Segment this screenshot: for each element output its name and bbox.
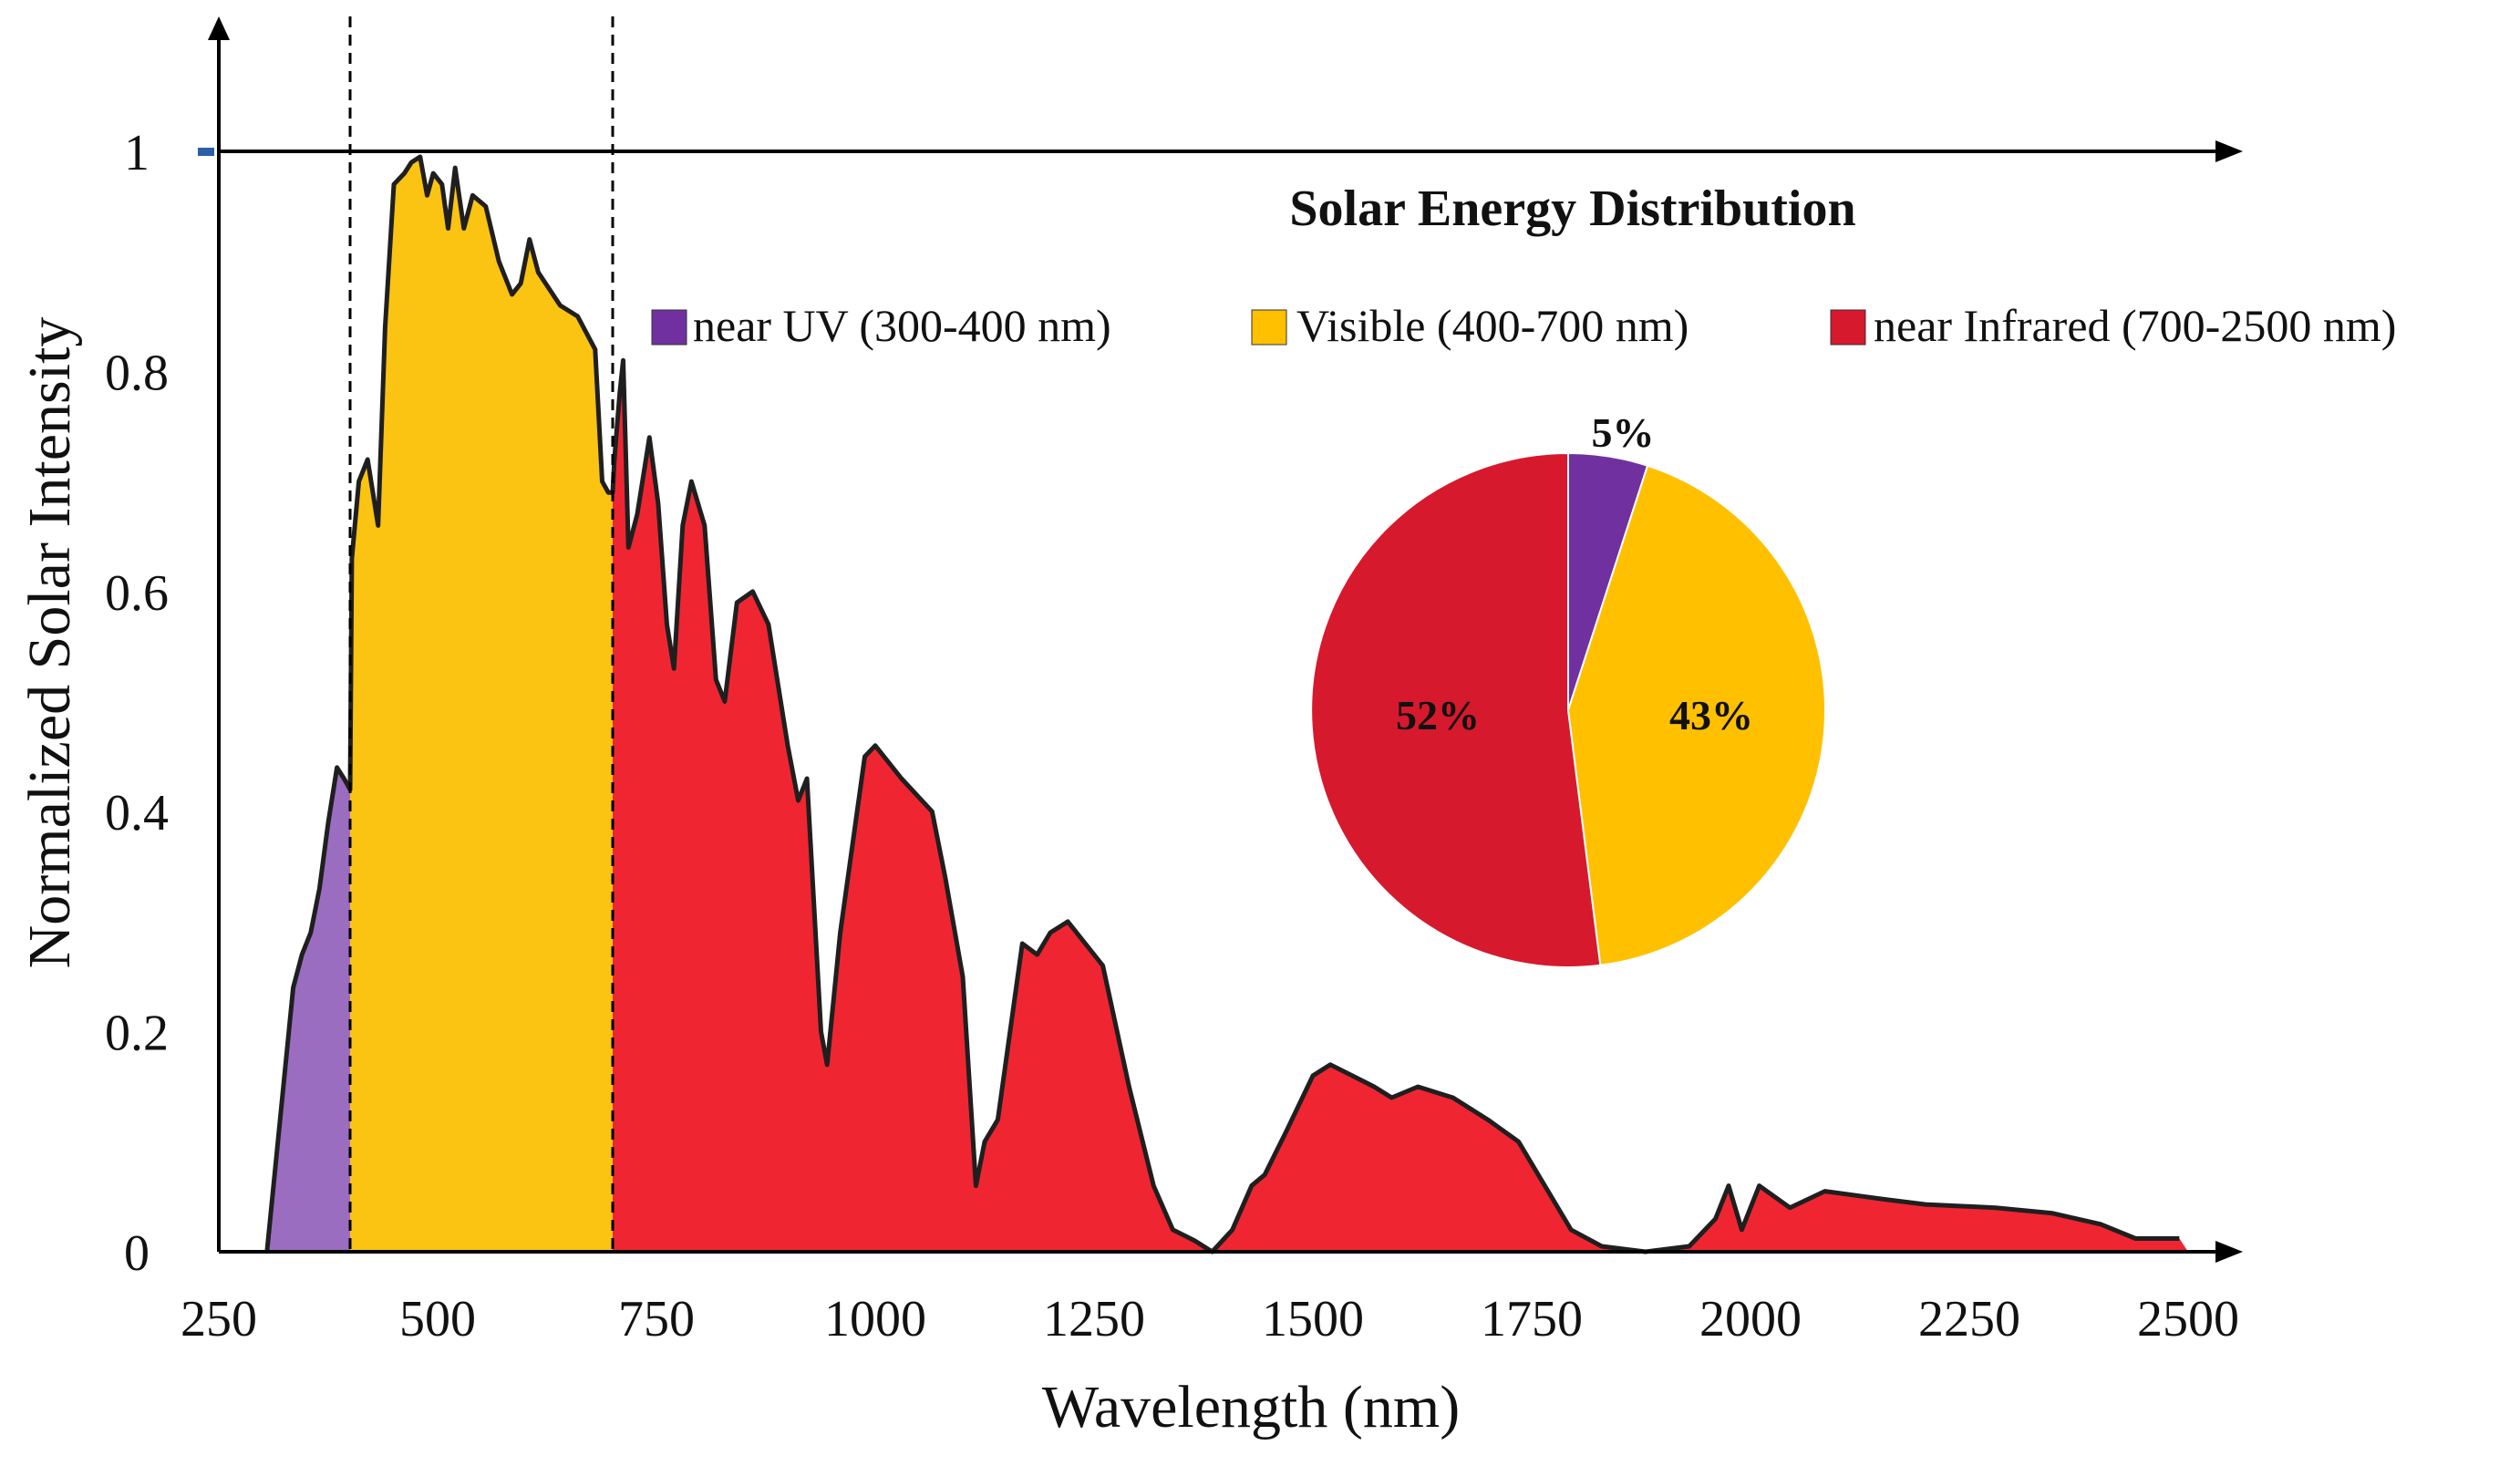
- pie-labels: 5% 43% 52%: [1396, 409, 1753, 738]
- legend-label-infrared: near Infrared (700-2500 nm): [1874, 300, 2396, 351]
- spectrum-outline: [264, 154, 2180, 1254]
- x-tick-label: 750: [618, 1291, 695, 1347]
- legend: near UV (300-400 nm) Visible (400-700 nm…: [651, 300, 2396, 351]
- area-visible: [350, 157, 613, 1252]
- x-axis-arrow: [2215, 1241, 2243, 1263]
- legend-swatch-visible: [1251, 309, 1287, 346]
- x-tick-label: 250: [181, 1291, 257, 1347]
- y-tick-label: 1: [124, 125, 150, 181]
- area-uv: [263, 767, 350, 1252]
- pie-label-infrared: 52%: [1396, 692, 1480, 738]
- x-tick-labels: 250 500 750 1000 1250 1500 1750 2000 2250 2500: [181, 1291, 2239, 1347]
- y-axis-arrow: [208, 16, 230, 40]
- y-one-marker: [198, 148, 214, 156]
- chart-title: Solar Energy Distribution: [1289, 181, 1855, 237]
- legend-swatch-uv: [651, 309, 687, 346]
- pie-slice-visible: [1566, 464, 1826, 966]
- x-tick-label: 500: [399, 1291, 476, 1347]
- axes: [198, 16, 2243, 1263]
- y-tick-label: 0.2: [105, 1006, 169, 1062]
- x-tick-label: 2000: [1699, 1291, 1802, 1347]
- x-tick-label: 2500: [2137, 1291, 2239, 1347]
- x-tick-label: 2250: [1918, 1291, 2020, 1347]
- x-tick-label: 1250: [1043, 1291, 1145, 1347]
- legend-label-visible: Visible (400-700 nm): [1296, 300, 1689, 351]
- y-tick-label: 0.6: [105, 565, 169, 622]
- legend-swatch-infrared: [1830, 309, 1866, 346]
- pie-label-uv: 5%: [1592, 409, 1655, 456]
- x-tick-label: 1750: [1481, 1291, 1583, 1347]
- top-reference-arrow: [2215, 140, 2243, 162]
- x-axis-title: Wavelength (nm): [1042, 1374, 1460, 1440]
- pie-slice-infrared: [1310, 451, 1602, 968]
- y-tick-label: 0: [124, 1225, 150, 1282]
- legend-label-uv: near UV (300-400 nm): [693, 300, 1111, 351]
- x-tick-label: 1000: [824, 1291, 926, 1347]
- y-axis-title: Normalized Solar Intensity: [16, 317, 83, 969]
- energy-pie-chart: [1310, 451, 1826, 968]
- region-boundaries: [348, 16, 615, 1252]
- y-tick-labels: 0 0.2 0.4 0.6 0.8 1: [105, 125, 169, 1282]
- x-tick-label: 1500: [1262, 1291, 1364, 1347]
- y-tick-label: 0.8: [105, 345, 169, 401]
- spectrum-areas: [263, 157, 2188, 1252]
- y-tick-label: 0.4: [105, 785, 169, 841]
- pie-label-visible: 43%: [1669, 692, 1753, 738]
- area-infrared: [613, 360, 2188, 1252]
